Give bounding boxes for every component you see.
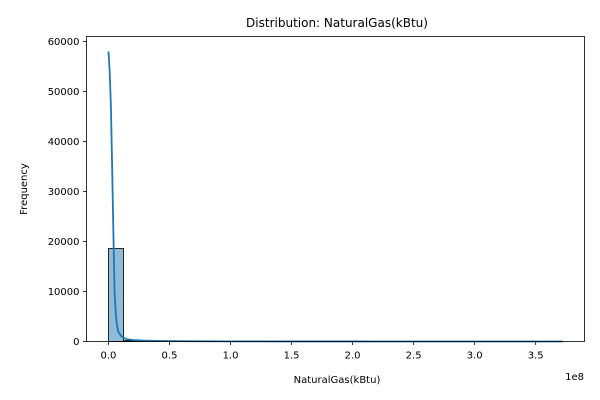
x-axis-ticks: 0.0 0.5 1.0 1.5 2.0 2.5 3.0 3.5 — [101, 341, 544, 362]
x-tick-label-2: 1.0 — [223, 351, 239, 362]
y-tick-label-0: 0 — [73, 337, 79, 348]
x-tick-label-0: 0.0 — [101, 351, 117, 362]
plot-frame — [86, 36, 585, 342]
histogram-bar-0 — [108, 248, 125, 342]
x-offset-label: 1e8 — [565, 372, 584, 383]
x-tick-label-5: 2.5 — [406, 351, 422, 362]
kde-curve — [107, 51, 563, 343]
y-tick-label-5: 50000 — [48, 87, 80, 98]
y-tick-label-3: 30000 — [48, 187, 80, 198]
x-tick-label-6: 3.0 — [467, 351, 483, 362]
y-axis-ticks: 0 10000 20000 30000 40000 50000 60000 — [48, 37, 87, 348]
chart-title: Distribution: NaturalGas(kBtu) — [246, 16, 428, 30]
x-tick-label-4: 2.0 — [345, 351, 361, 362]
y-tick-label-2: 20000 — [48, 237, 80, 248]
x-tick-label-7: 3.5 — [528, 351, 544, 362]
histogram-bars — [108, 248, 563, 342]
x-tick-label-3: 1.5 — [284, 351, 300, 362]
x-axis-label: NaturalGas(kBtu) — [294, 375, 381, 386]
x-tick-label-1: 0.5 — [162, 351, 178, 362]
y-tick-label-6: 60000 — [48, 37, 80, 48]
y-tick-label-4: 40000 — [48, 137, 80, 148]
y-axis-label: Frequency — [19, 163, 30, 215]
y-tick-label-1: 10000 — [48, 287, 80, 298]
